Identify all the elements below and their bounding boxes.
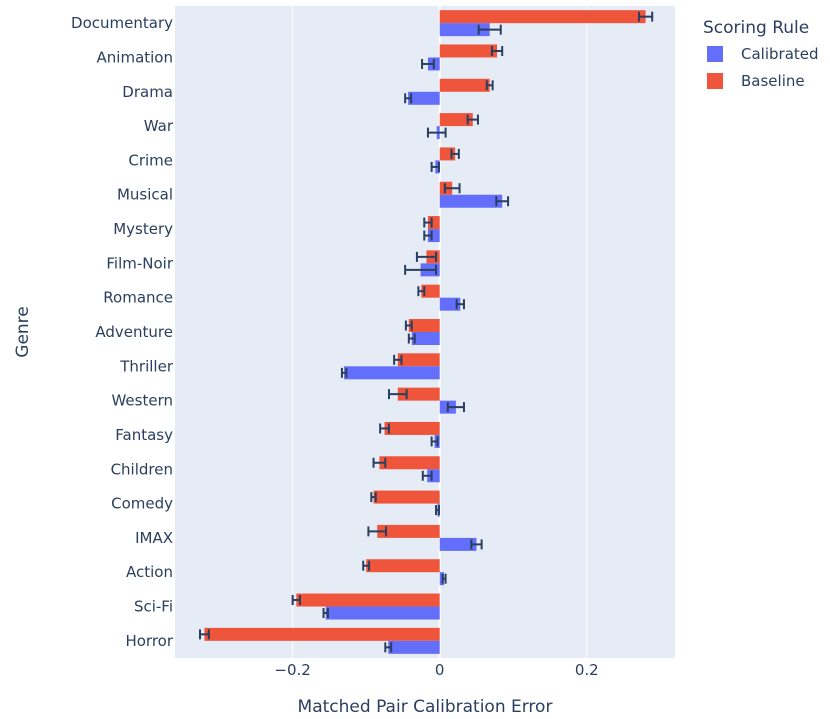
legend-title: Scoring Rule <box>703 18 809 38</box>
bar-calibrated <box>439 23 490 37</box>
x-tick-labels: −0.2 0 0.2 <box>274 661 598 679</box>
bar-baseline <box>439 44 498 58</box>
y-tick-label: Fantasy <box>115 426 173 444</box>
y-tick-label: Musical <box>117 186 173 204</box>
bar-calibrated <box>325 606 440 620</box>
bar-baseline <box>439 10 646 24</box>
y-tick-label: Western <box>111 392 173 410</box>
y-tick-label: Children <box>111 460 173 478</box>
bar-baseline <box>384 421 440 435</box>
y-tick-label: Mystery <box>113 220 173 238</box>
y-tick-label: Documentary <box>71 14 173 32</box>
y-tick-label: Adventure <box>95 323 173 341</box>
legend-label-calibrated[interactable]: Calibrated <box>741 45 819 63</box>
bar-baseline <box>377 524 440 538</box>
y-tick-labels: Documentary Animation Drama War Crime Musical… <box>71 14 174 650</box>
bar-calibrated <box>344 366 440 380</box>
error-bars-layer <box>199 11 654 653</box>
y-tick-label: Thriller <box>119 357 174 375</box>
bar-calibrated <box>408 91 440 105</box>
bars-layer <box>204 10 646 654</box>
bar-calibrated <box>439 194 503 208</box>
bar-calibrated <box>427 469 440 483</box>
x-tick-label: 0 <box>435 661 445 679</box>
y-axis-title: Genre <box>13 306 33 357</box>
y-tick-label: War <box>144 117 174 135</box>
y-tick-label: IMAX <box>135 529 173 547</box>
legend-swatch-baseline[interactable] <box>707 73 723 89</box>
y-tick-label: Film-Noir <box>106 254 173 272</box>
bar-baseline <box>397 353 440 367</box>
bar-calibrated <box>411 332 440 345</box>
bar-calibrated <box>427 229 440 243</box>
bar-baseline <box>397 387 440 401</box>
bar-baseline <box>296 593 440 607</box>
bar-baseline <box>439 113 473 127</box>
bar-baseline <box>427 216 440 230</box>
legend-label-baseline[interactable]: Baseline <box>741 72 805 90</box>
y-tick-label: Sci-Fi <box>134 598 173 616</box>
bar-baseline <box>204 627 440 641</box>
bar-calibrated <box>388 640 440 654</box>
y-tick-label: Drama <box>122 83 173 101</box>
y-tick-label: Crime <box>128 151 173 169</box>
bar-calibrated <box>439 537 477 551</box>
y-tick-label: Action <box>126 563 173 581</box>
bar-baseline <box>408 319 440 332</box>
bar-baseline <box>439 78 490 92</box>
bar-baseline <box>366 559 440 573</box>
x-tick-label: −0.2 <box>274 661 310 679</box>
y-tick-label: Animation <box>97 48 173 66</box>
y-tick-label: Horror <box>125 632 173 650</box>
bar-baseline <box>379 456 440 470</box>
bar-calibrated <box>439 297 461 311</box>
legend: Scoring Rule Calibrated Baseline <box>703 18 819 90</box>
legend-swatch-calibrated[interactable] <box>707 46 723 62</box>
bar-baseline <box>421 284 440 298</box>
y-tick-label: Comedy <box>111 495 173 513</box>
y-tick-label: Romance <box>103 289 173 307</box>
bar-baseline <box>373 490 440 504</box>
x-tick-label: 0.2 <box>575 661 599 679</box>
x-axis-title: Matched Pair Calibration Error <box>298 697 553 717</box>
